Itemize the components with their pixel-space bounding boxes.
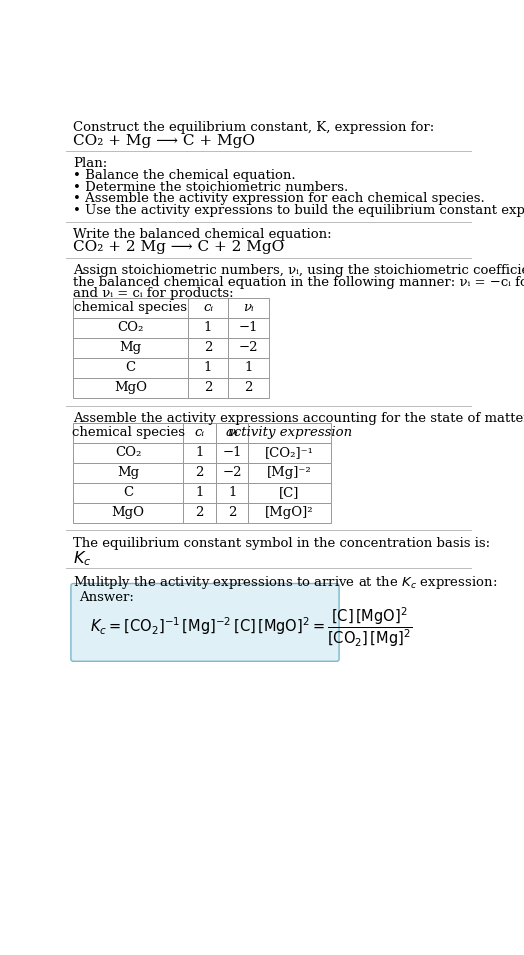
Bar [73,378,188,398]
Bar [73,358,188,378]
Text: 2: 2 [204,381,212,394]
Bar [73,298,188,318]
Text: 1: 1 [195,446,204,459]
Bar [73,338,188,358]
Text: [C]: [C] [279,486,300,499]
Text: νᵢ: νᵢ [227,426,237,439]
Text: Plan:: Plan: [73,157,107,170]
Bar [73,462,183,482]
Text: MgO: MgO [114,381,147,394]
Bar [188,358,228,378]
Text: −1: −1 [222,446,242,459]
Text: 1: 1 [204,361,212,374]
Text: cᵢ: cᵢ [203,302,213,314]
Bar [248,462,331,482]
Bar [216,442,248,462]
Bar [228,378,268,398]
Bar [73,482,183,502]
Bar [216,482,248,502]
Text: Mulitply the activity expressions to arrive at the $K_c$ expression:: Mulitply the activity expressions to arr… [73,574,497,591]
Bar [228,358,268,378]
Text: 1: 1 [244,361,253,374]
Text: [MgO]²: [MgO]² [265,506,314,520]
Text: • Balance the chemical equation.: • Balance the chemical equation. [73,169,296,182]
Text: 1: 1 [195,486,204,499]
Text: C: C [123,486,133,499]
Text: • Determine the stoichiometric numbers.: • Determine the stoichiometric numbers. [73,180,348,194]
Bar [216,423,248,442]
Text: chemical species: chemical species [74,302,187,314]
Text: Answer:: Answer: [80,591,134,605]
Bar [73,442,183,462]
Bar [228,298,268,318]
Text: Mg: Mg [117,466,139,479]
Text: −2: −2 [222,466,242,479]
Bar [73,318,188,338]
Text: $K_c = [\mathrm{CO_2}]^{-1}\,[\mathrm{Mg}]^{-2}\,[\mathrm{C}]\,[\mathrm{MgO}]^{2: $K_c = [\mathrm{CO_2}]^{-1}\,[\mathrm{Mg… [90,605,412,649]
FancyBboxPatch shape [71,584,339,661]
Bar [183,502,216,522]
Bar [183,442,216,462]
Bar [248,423,331,442]
Text: CO₂ + 2 Mg ⟶ C + 2 MgO: CO₂ + 2 Mg ⟶ C + 2 MgO [73,240,285,254]
Bar [188,378,228,398]
Text: Write the balanced chemical equation:: Write the balanced chemical equation: [73,228,332,241]
Text: Assemble the activity expressions accounting for the state of matter and νᵢ:: Assemble the activity expressions accoun… [73,412,524,425]
Text: Assign stoichiometric numbers, νᵢ, using the stoichiometric coefficients, cᵢ, fr: Assign stoichiometric numbers, νᵢ, using… [73,264,524,277]
Text: the balanced chemical equation in the following manner: νᵢ = −cᵢ for reactants: the balanced chemical equation in the fo… [73,276,524,288]
Bar [183,482,216,502]
Bar [248,442,331,462]
Text: 2: 2 [204,341,212,354]
Bar [73,423,183,442]
Text: Construct the equilibrium constant, K, expression for:: Construct the equilibrium constant, K, e… [73,120,434,134]
Text: [CO₂]⁻¹: [CO₂]⁻¹ [265,446,314,459]
Text: The equilibrium constant symbol in the concentration basis is:: The equilibrium constant symbol in the c… [73,537,490,549]
Bar [228,338,268,358]
Text: 1: 1 [228,486,236,499]
Text: 1: 1 [204,322,212,334]
Text: • Use the activity expressions to build the equilibrium constant expression.: • Use the activity expressions to build … [73,204,524,217]
Text: 2: 2 [195,466,204,479]
Bar [216,462,248,482]
Bar [188,298,228,318]
Text: 2: 2 [244,381,253,394]
Text: CO₂: CO₂ [117,322,144,334]
Bar [228,318,268,338]
Text: MgO: MgO [112,506,145,520]
Text: C: C [126,361,136,374]
Text: CO₂: CO₂ [115,446,141,459]
Text: • Assemble the activity expression for each chemical species.: • Assemble the activity expression for e… [73,192,485,205]
Text: Mg: Mg [119,341,141,354]
Text: $K_c$: $K_c$ [73,550,92,568]
Bar [248,482,331,502]
Bar [183,462,216,482]
Text: −1: −1 [238,322,258,334]
Bar [188,318,228,338]
Text: [Mg]⁻²: [Mg]⁻² [267,466,312,479]
Text: νᵢ: νᵢ [243,302,254,314]
Text: −2: −2 [238,341,258,354]
Text: activity expression: activity expression [226,426,353,439]
Text: 2: 2 [228,506,236,520]
Text: chemical species: chemical species [72,426,185,439]
Bar [216,502,248,522]
Bar [183,423,216,442]
Bar [188,338,228,358]
Text: 2: 2 [195,506,204,520]
Text: and νᵢ = cᵢ for products:: and νᵢ = cᵢ for products: [73,287,234,300]
Text: cᵢ: cᵢ [194,426,204,439]
Bar [73,502,183,522]
Text: CO₂ + Mg ⟶ C + MgO: CO₂ + Mg ⟶ C + MgO [73,134,255,148]
Bar [248,502,331,522]
